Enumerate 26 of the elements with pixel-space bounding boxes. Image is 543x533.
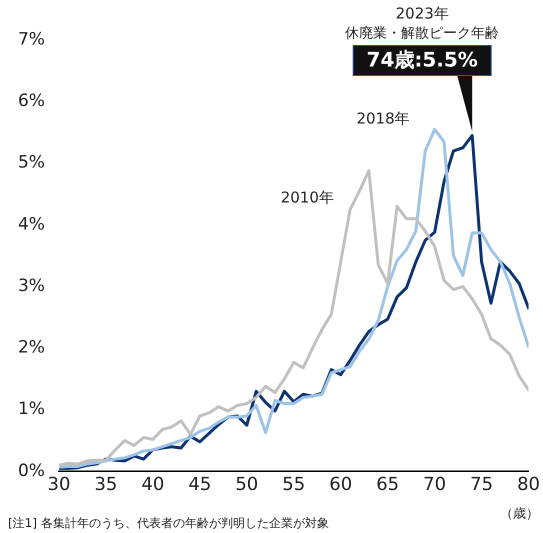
- x-tick-label: 45: [188, 474, 212, 495]
- x-tick-label: 60: [329, 474, 352, 495]
- x-tick-label: 75: [470, 474, 494, 495]
- text: [注1] 各集計年のうち、代表者の年齢が判明した企業が対象: [8, 516, 329, 530]
- y-tick-label: 7%: [18, 29, 45, 50]
- y-tick-label: 4%: [18, 214, 45, 234]
- x-axis-title: （歳）: [500, 506, 539, 522]
- annotation: 休廃業・解散ピーク年齢: [345, 26, 500, 42]
- series-label: 2018年: [356, 109, 410, 128]
- x-tick-label: 35: [94, 474, 118, 495]
- x-tick-label: 70: [423, 474, 446, 495]
- y-tick-label: 5%: [18, 152, 45, 173]
- y-tick-label: 0%: [18, 460, 45, 481]
- x-tick-label: 80: [517, 474, 540, 495]
- y-tick-label: 1%: [18, 399, 45, 420]
- x-tick-label: 55: [282, 474, 306, 495]
- x-tick-label: 40: [141, 474, 164, 495]
- y-tick-label: 3%: [18, 276, 45, 296]
- x-tick-label: 65: [376, 474, 400, 495]
- text: 2023年: [396, 4, 449, 23]
- series-label: 2010年: [280, 188, 334, 207]
- x-tick-label: 30: [48, 474, 70, 495]
- y-tick-label: 2%: [18, 338, 45, 358]
- x-tick-label: 50: [235, 474, 258, 495]
- y-tick-label: 6%: [18, 91, 45, 112]
- annotation: 74歳:5.5%: [366, 48, 478, 72]
